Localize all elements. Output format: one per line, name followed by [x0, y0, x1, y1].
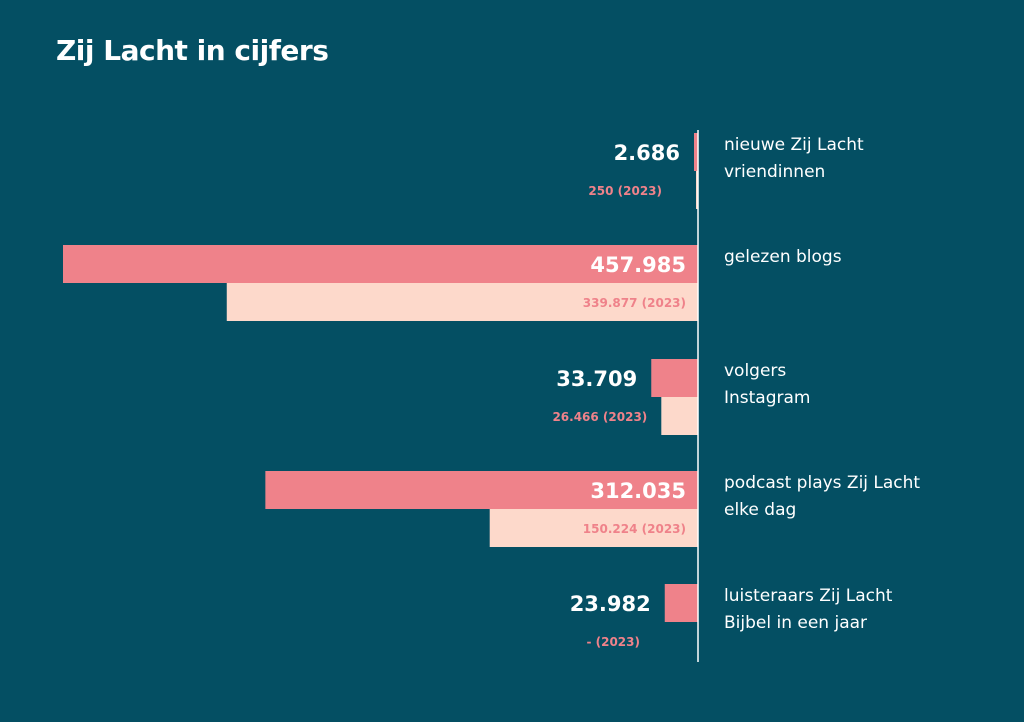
bar-current-3: [651, 359, 698, 397]
value-label-2: 457.985: [590, 253, 686, 277]
category-label-5-line-2: Bijbel in een jaar: [724, 613, 867, 633]
category-label-4-line-2: elke dag: [724, 500, 796, 520]
chart-title: Zij Lacht in cijfers: [56, 34, 329, 67]
bar-previous-4: [489, 509, 698, 547]
category-label-5-line-1: luisteraars Zij Lacht: [724, 586, 893, 606]
category-label-3-line-2: Instagram: [724, 388, 811, 408]
previous-label-4: 150.224 (2023): [583, 522, 686, 536]
bar-current-1: [694, 133, 698, 171]
bar-previous-3: [661, 397, 698, 435]
category-label-3-line-1: volgers: [724, 361, 786, 381]
category-label-4-line-1: podcast plays Zij Lacht: [724, 473, 920, 493]
value-label-4: 312.035: [590, 479, 686, 503]
previous-label-5: - (2023): [586, 635, 640, 649]
previous-label-2: 339.877 (2023): [583, 296, 686, 310]
bar-previous-1: [696, 171, 698, 209]
value-label-5: 23.982: [570, 592, 651, 616]
bar-current-4: [265, 471, 698, 509]
category-label-1-line-1: nieuwe Zij Lacht: [724, 135, 864, 155]
category-label-2-line-1: gelezen blogs: [724, 247, 842, 267]
bar-current-2: [63, 245, 698, 283]
previous-label-3: 26.466 (2023): [552, 410, 647, 424]
value-label-1: 2.686: [614, 141, 680, 165]
value-label-3: 33.709: [556, 367, 637, 391]
bar-previous-2: [226, 283, 698, 321]
category-label-1-line-2: vriendinnen: [724, 162, 825, 182]
bar-current-5: [664, 584, 698, 622]
previous-label-1: 250 (2023): [588, 184, 662, 198]
